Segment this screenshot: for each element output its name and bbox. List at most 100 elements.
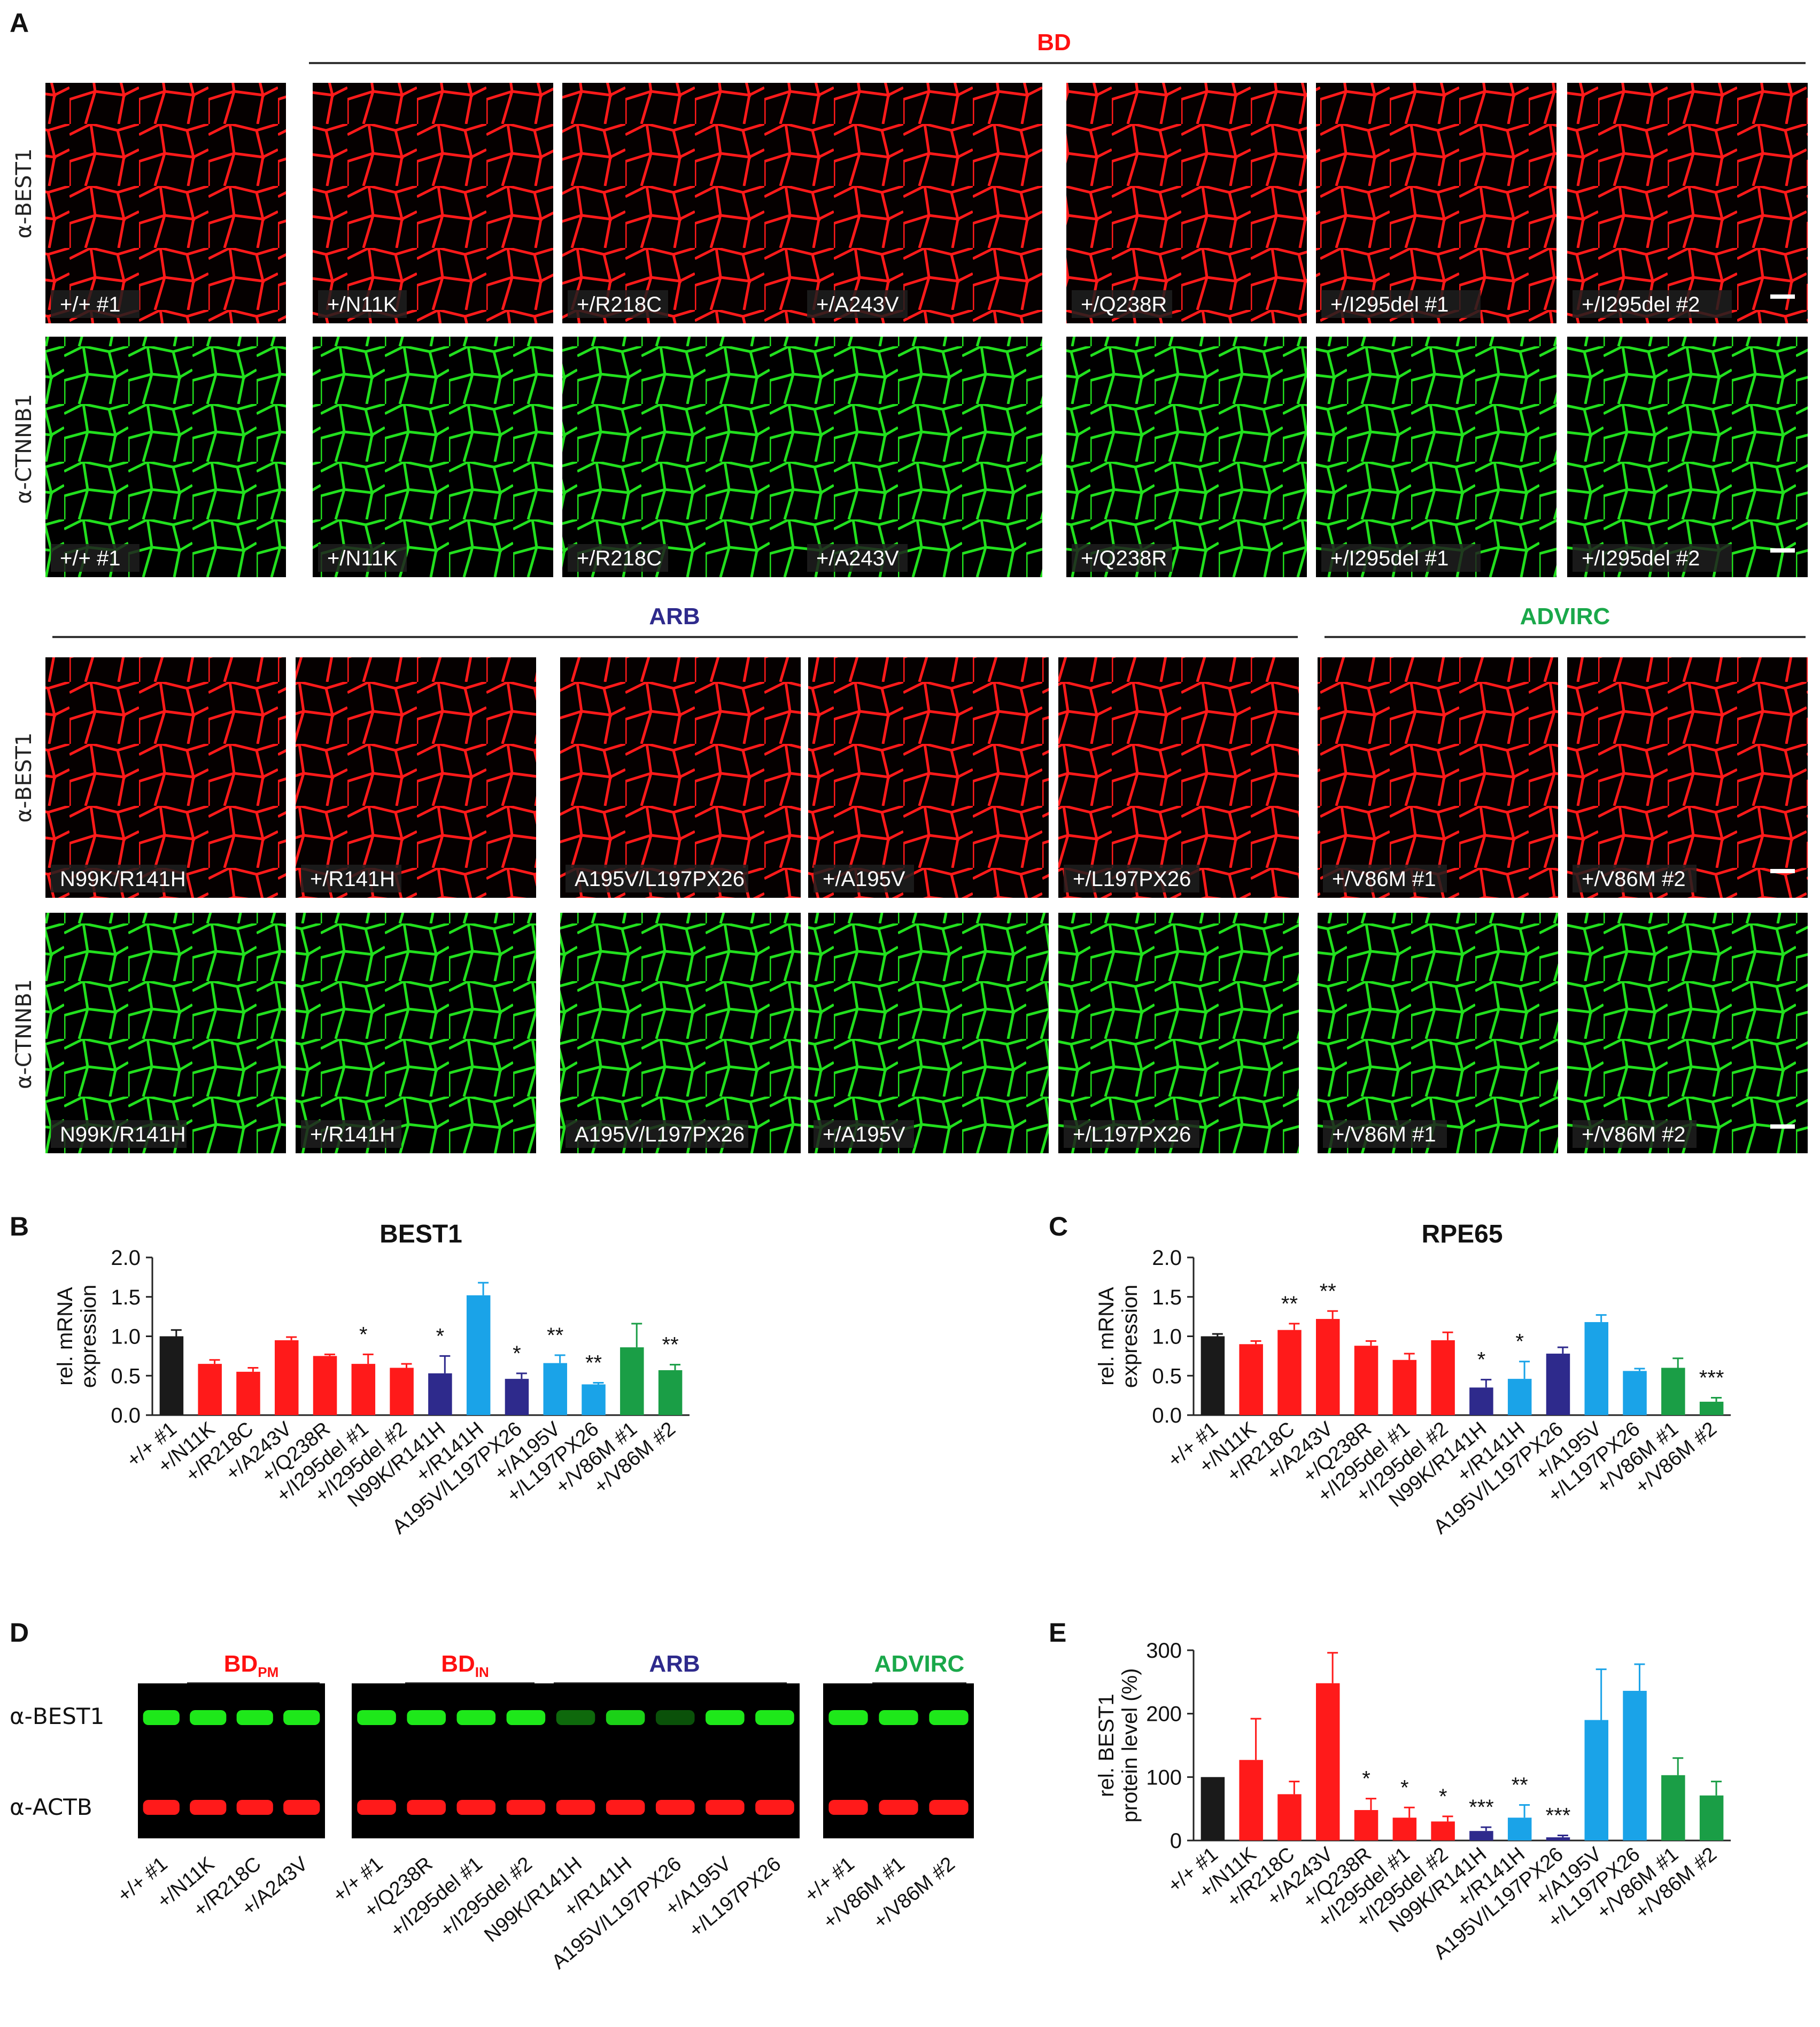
- western-blots: +/+ #1+/N11K+/R218C+/A243V +/+ #1+/Q238R+…: [113, 1683, 974, 1974]
- bar-n99k-r141h: [1469, 1831, 1493, 1840]
- bar-a243v: [1315, 1319, 1340, 1415]
- micrograph-ctnnb1-1: +/+ #1: [45, 337, 286, 577]
- significance-mark: **: [1320, 1279, 1336, 1303]
- micrograph-label-bg: [1064, 865, 1199, 892]
- bar-i295del-2: [390, 1368, 414, 1415]
- micrograph-image: [1058, 657, 1299, 898]
- y-tick-label: 200: [1146, 1703, 1182, 1726]
- micrograph-label-bg: [566, 865, 748, 892]
- bar-a195v-l197px26: [1546, 1353, 1570, 1415]
- western-group-arb: ARB: [554, 1651, 787, 1684]
- band-best1: [929, 1710, 969, 1725]
- bar-a195v-l197px26: [1546, 1837, 1570, 1840]
- micrograph-label-bg: [807, 544, 908, 572]
- band-actb: [506, 1800, 546, 1815]
- band-best1: [706, 1710, 745, 1725]
- micrograph-image: [1567, 913, 1808, 1153]
- band-actb: [655, 1800, 695, 1815]
- micrograph-ctnnb1-q238r: +/Q238R: [1066, 337, 1307, 577]
- bar-i295del-1: [1392, 1818, 1417, 1840]
- chart-best1-protein: rel. BEST1protein level (%)0100200300+/+…: [1095, 1639, 1731, 1964]
- band-actb: [283, 1800, 320, 1815]
- wb-group-bd-pm: BDPM: [224, 1651, 279, 1680]
- bar-1: [1201, 1336, 1225, 1415]
- micrograph-image: [296, 657, 536, 898]
- band-actb: [879, 1800, 918, 1815]
- bar-q238r: [1354, 1810, 1378, 1840]
- significance-mark: *: [1439, 1785, 1447, 1808]
- y-tick-label: 0.5: [111, 1364, 141, 1388]
- micrograph-image: [802, 337, 1042, 577]
- band-best1: [556, 1710, 595, 1725]
- micrograph-best1-i295del-1: +/I295del #1: [1316, 83, 1556, 323]
- micrograph-best1-a243v: +/A243V: [802, 83, 1042, 323]
- micrograph-best1-i295del-2: +/I295del #2: [1567, 83, 1808, 323]
- micrograph-label: +/N11K: [327, 293, 398, 316]
- bar-r141h: [1507, 1379, 1532, 1415]
- micrograph-ctnnb1-n11k: +/N11K: [313, 337, 553, 577]
- band-actb: [143, 1800, 180, 1815]
- scale-bar: [1770, 294, 1795, 299]
- micrograph-label: +/I295del #2: [1582, 293, 1700, 316]
- micrograph-label-bg: [1072, 544, 1172, 572]
- significance-mark: *: [1477, 1348, 1486, 1372]
- blot-membrane: [138, 1683, 325, 1838]
- band-actb: [556, 1800, 595, 1815]
- micrograph-ctnnb1-v86m-2: +/V86M #2: [1567, 913, 1808, 1153]
- micrograph-label-bg: [1323, 865, 1447, 892]
- micrograph-label: +/A243V: [816, 293, 899, 316]
- micrograph-label-bg: [51, 290, 140, 318]
- micrograph-label-bg: [1072, 290, 1172, 318]
- y-tick-label: 0.0: [111, 1404, 141, 1427]
- band-best1: [407, 1710, 446, 1725]
- significance-mark: ***: [1546, 1804, 1571, 1828]
- micrograph-label-bg: [1321, 544, 1481, 572]
- bar-n11k: [198, 1364, 222, 1415]
- bar-n11k: [1239, 1760, 1263, 1840]
- significance-mark: *: [436, 1324, 445, 1348]
- micrograph-image: [1066, 83, 1307, 323]
- micrograph-label: +/A195V: [823, 867, 905, 891]
- micrograph-label-bg: [51, 1120, 187, 1148]
- micrograph-image: [1316, 337, 1556, 577]
- bar-r218c: [236, 1371, 260, 1415]
- micrograph-label: +/I295del #1: [1330, 547, 1449, 570]
- micrograph-image: [808, 913, 1049, 1153]
- band-actb: [828, 1800, 868, 1815]
- micrograph-image: [313, 83, 553, 323]
- chart-title: RPE65: [1421, 1220, 1503, 1248]
- significance-mark: **: [585, 1352, 602, 1375]
- micrograph-label-bg: [1321, 290, 1481, 318]
- band-best1: [828, 1710, 868, 1725]
- micrograph-label: +/+ #1: [60, 293, 120, 316]
- micrograph-image: [1058, 913, 1299, 1153]
- micrograph-label: +/I295del #2: [1582, 547, 1700, 570]
- bar-r218c: [1277, 1330, 1302, 1415]
- y-tick-label: 300: [1146, 1639, 1182, 1663]
- micrograph-label-bg: [568, 290, 668, 318]
- micrograph-label-bg: [301, 1120, 401, 1148]
- micrograph-label-bg: [814, 1120, 914, 1148]
- band-actb: [929, 1800, 969, 1815]
- micrograph-label: A195V/L197PX26: [575, 1123, 745, 1146]
- micrograph-label-bg: [1573, 1120, 1697, 1148]
- micrograph-image: [1066, 337, 1307, 577]
- micrograph-image: [1567, 83, 1808, 323]
- significance-mark: *: [1515, 1330, 1524, 1354]
- micrograph-label-bg: [1064, 1120, 1199, 1148]
- bar-v86m-2: [1699, 1401, 1724, 1415]
- micrograph-image: [1567, 337, 1808, 577]
- micrograph-image: [45, 913, 286, 1153]
- significance-mark: **: [662, 1333, 679, 1357]
- y-axis-label: rel. BEST1protein level (%): [1095, 1668, 1142, 1822]
- bar-r141h: [466, 1295, 491, 1415]
- y-tick-label: 0.0: [1152, 1404, 1182, 1427]
- significance-mark: *: [1362, 1767, 1370, 1791]
- micrograph-ctnnb1-r218c: +/R218C: [562, 337, 803, 577]
- micrograph-ctnnb1-a243v: +/A243V: [802, 337, 1042, 577]
- band-best1: [879, 1710, 918, 1725]
- band-actb: [456, 1800, 496, 1815]
- micrograph-grid: +/+ #1 +/N11K +/R218C +/A243V +/Q238R +/I295d…: [45, 83, 1808, 1153]
